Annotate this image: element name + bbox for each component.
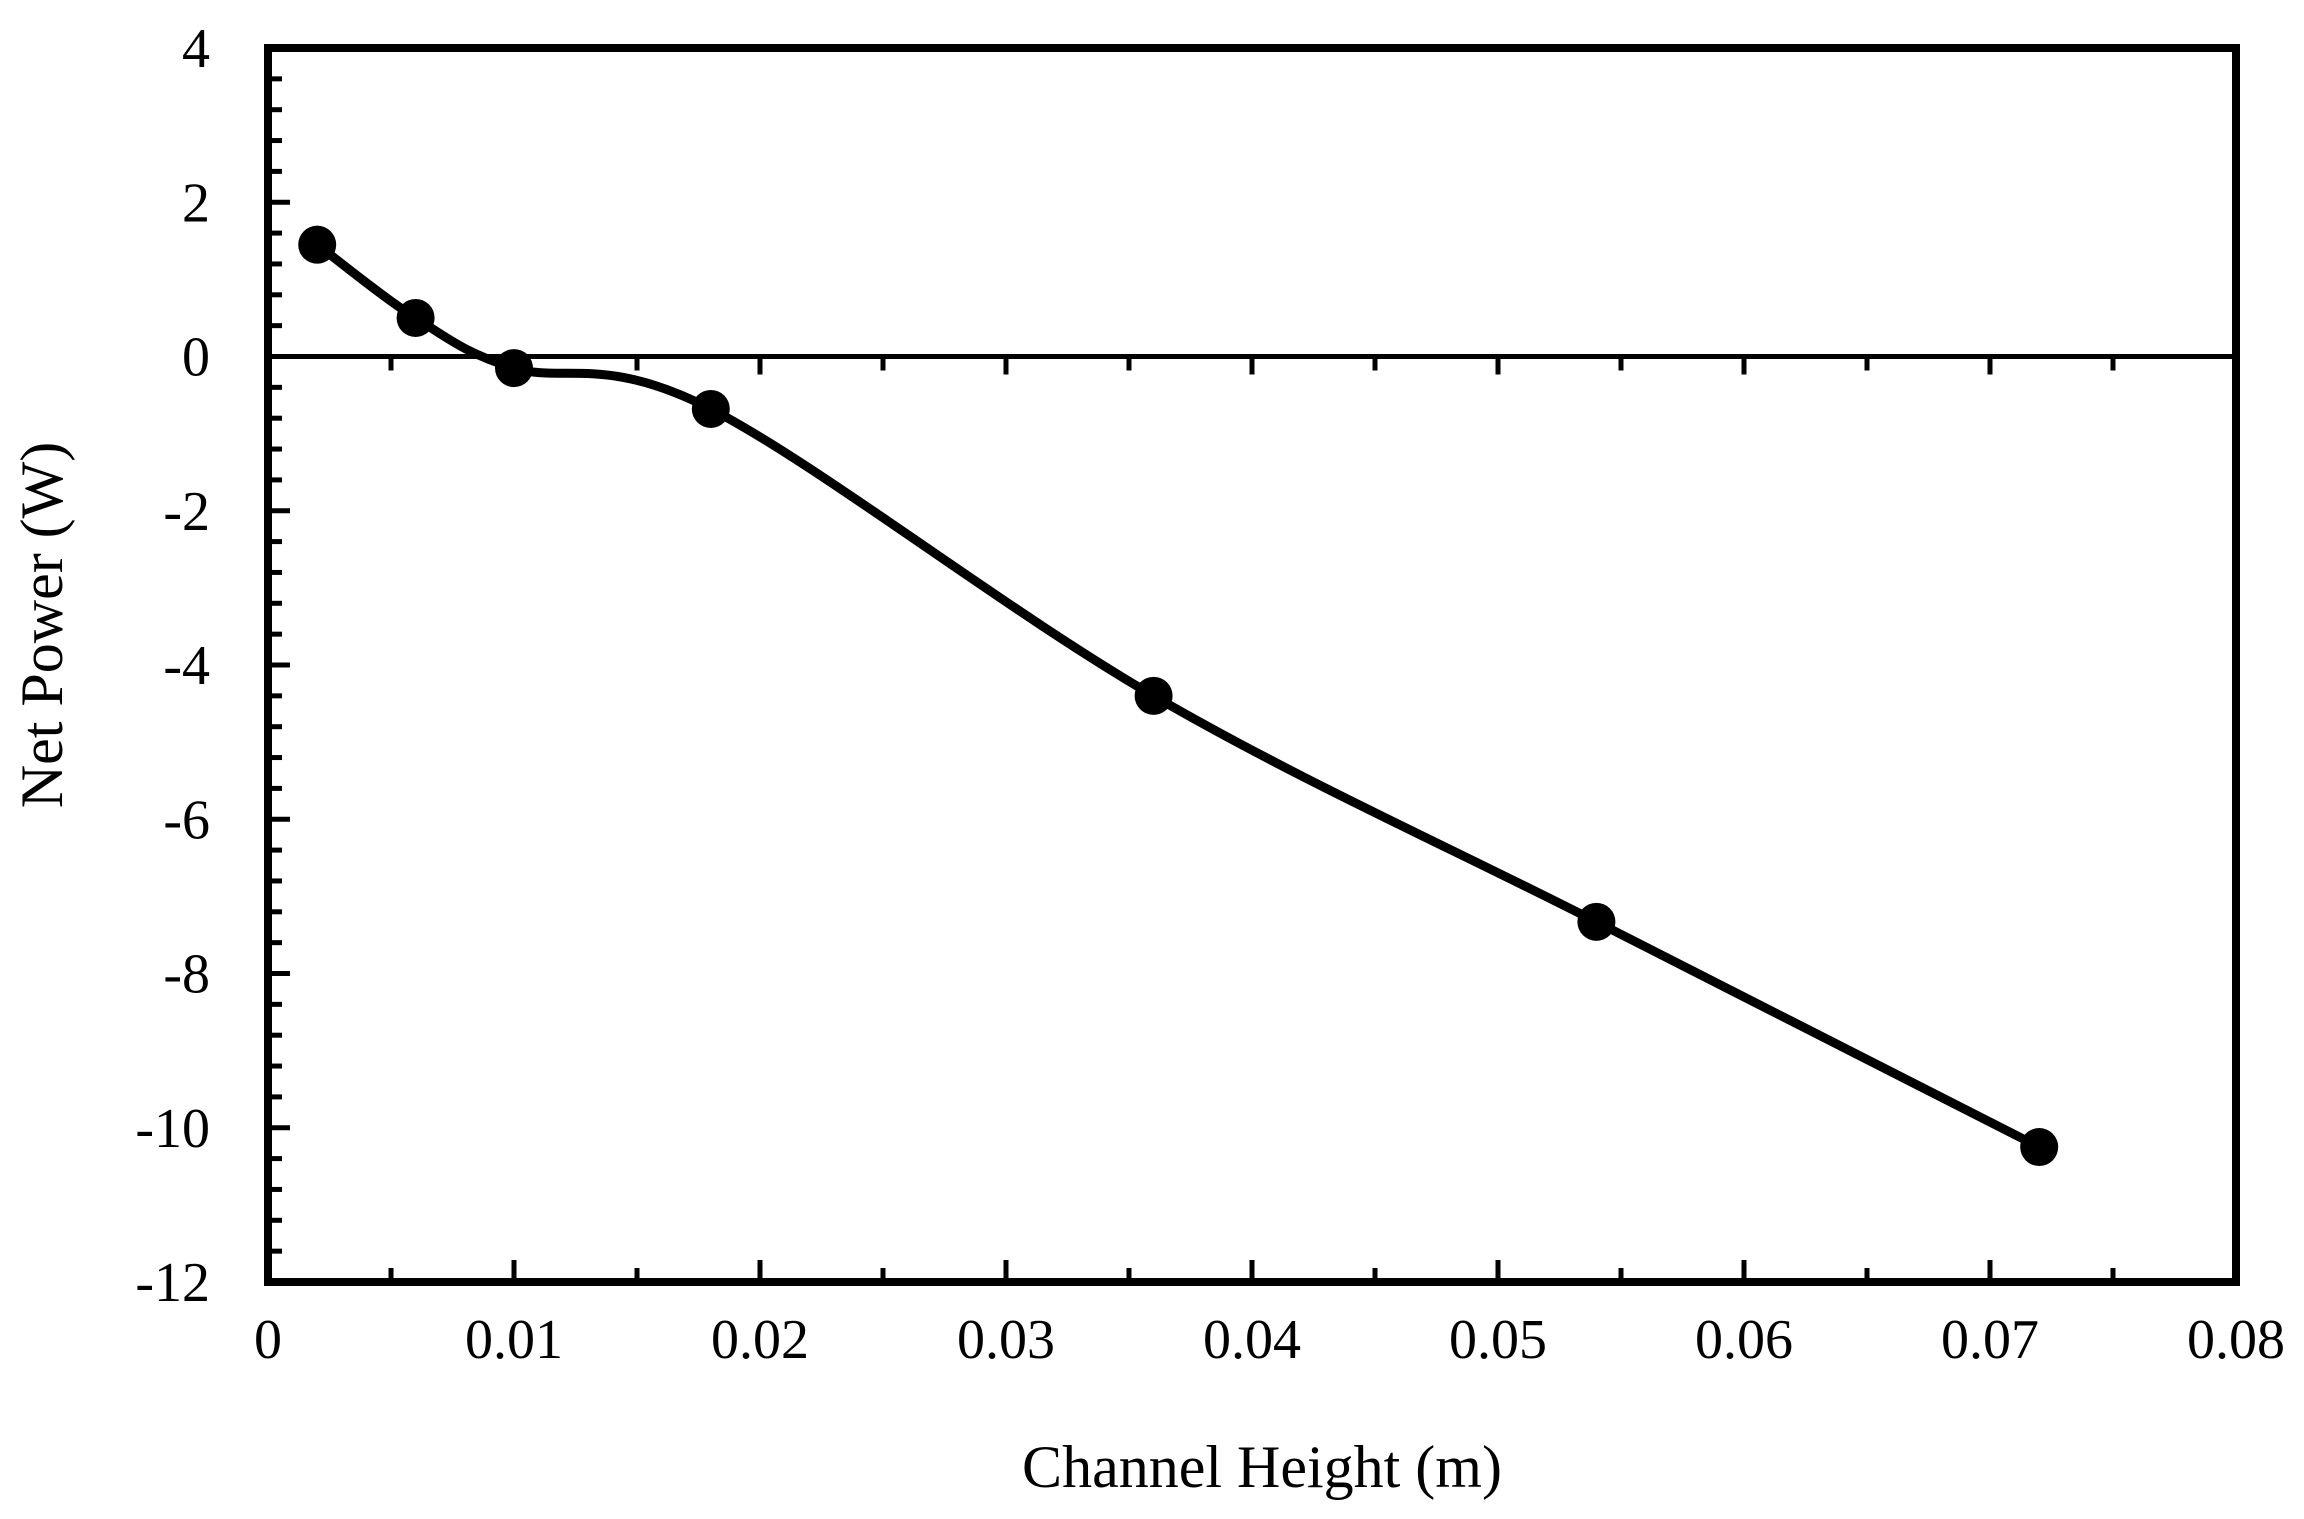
y-tick-label: -2 [163, 481, 210, 543]
y-tick-labels: 4 2 0 -2 -4 -6 -8 -10 -12 [135, 18, 210, 1314]
y-tick-label: -4 [163, 635, 210, 697]
series-line [312, 240, 2044, 1152]
y-tick-label: 2 [182, 172, 210, 234]
x-tick-label: 0.01 [465, 1309, 563, 1371]
y-tick-label: 4 [182, 18, 210, 80]
data-point [1577, 902, 1616, 941]
x-tick-label: 0.02 [711, 1309, 809, 1371]
x-tick-label: 0.05 [1449, 1309, 1547, 1371]
y-tick-label: -12 [135, 1252, 210, 1314]
x-axis-title: Channel Height (m) [1022, 1434, 1502, 1500]
data-point [495, 349, 533, 388]
x-tick-labels: 0 0.01 0.02 0.03 0.04 0.05 0.06 0.07 0.08 [254, 1309, 2285, 1371]
x-tick-label: 0.07 [1941, 1309, 2039, 1371]
data-point [298, 225, 337, 264]
x-tick-label: 0.03 [957, 1309, 1055, 1371]
x-tick-label: 0.04 [1203, 1309, 1301, 1371]
data-point [691, 389, 730, 428]
plot-frame [264, 44, 2240, 1286]
data-point [2020, 1128, 2059, 1167]
y-axis-title: Net Power (W) [9, 442, 75, 809]
x-tick-label: 0 [254, 1309, 282, 1371]
x-tick-label: 0.08 [2187, 1309, 2285, 1371]
y-tick-label: 0 [182, 327, 210, 389]
data-point [1134, 676, 1173, 715]
x-tick-label: 0.06 [1695, 1309, 1793, 1371]
y-tick-label: -8 [163, 944, 210, 1006]
data-point [396, 298, 435, 337]
y-tick-label: -10 [135, 1098, 210, 1160]
series-layer [298, 225, 2059, 1167]
y-tick-label: -6 [163, 789, 210, 851]
